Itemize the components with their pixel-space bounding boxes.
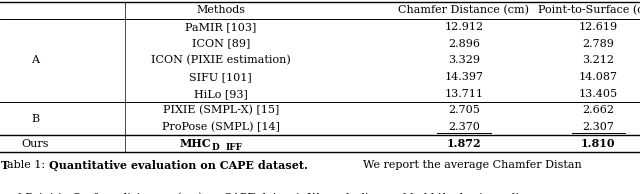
Text: MHC: MHC (180, 138, 211, 149)
Text: Quantitative evaluation on CAPE dataset.: Quantitative evaluation on CAPE dataset. (49, 160, 308, 171)
Text: 3.329: 3.329 (448, 55, 480, 65)
Text: 14.087: 14.087 (579, 72, 618, 82)
Text: ICON (PIXIE estimation): ICON (PIXIE estimation) (151, 55, 291, 66)
Text: 13.711: 13.711 (445, 89, 483, 99)
Text: Chamfer Distance (cm): Chamfer Distance (cm) (399, 5, 529, 16)
Text: We report the average Chamfer Distan: We report the average Chamfer Distan (356, 160, 582, 170)
Text: SIFU [101]: SIFU [101] (189, 72, 252, 82)
Text: B: B (31, 114, 39, 124)
Text: 14.397: 14.397 (445, 72, 483, 82)
Text: IFF: IFF (226, 143, 243, 152)
Text: 2.896: 2.896 (448, 39, 480, 49)
Text: ProPose (SMPL) [14]: ProPose (SMPL) [14] (162, 122, 280, 132)
Text: A: A (31, 55, 39, 65)
Text: and Point-to-Surface distances (cm) on CAPE dataset. We underline and bold the b: and Point-to-Surface distances (cm) on C… (1, 193, 526, 194)
Text: D: D (211, 143, 219, 152)
Text: 2.789: 2.789 (582, 39, 614, 49)
Text: 1.810: 1.810 (581, 138, 616, 149)
Text: Ours: Ours (22, 139, 49, 149)
Text: 2.307: 2.307 (582, 122, 614, 132)
Text: 2.370: 2.370 (448, 122, 480, 132)
Text: 2.705: 2.705 (448, 105, 480, 115)
Text: 13.405: 13.405 (579, 89, 618, 99)
Text: 2.662: 2.662 (582, 105, 614, 115)
Text: 1.872: 1.872 (447, 138, 481, 149)
Text: 12.619: 12.619 (579, 22, 618, 32)
Text: PIXIE (SMPL-X) [15]: PIXIE (SMPL-X) [15] (163, 105, 279, 116)
Text: PaMIR [103]: PaMIR [103] (185, 22, 257, 32)
Text: T: T (1, 160, 10, 171)
Text: 12.912: 12.912 (444, 22, 484, 32)
Text: ICON [89]: ICON [89] (191, 39, 250, 49)
Text: HiLo [93]: HiLo [93] (194, 89, 248, 99)
Text: Methods: Methods (196, 5, 245, 15)
Text: Point-to-Surface (cm): Point-to-Surface (cm) (538, 5, 640, 16)
Text: able 1:: able 1: (7, 160, 56, 170)
Text: 3.212: 3.212 (582, 55, 614, 65)
